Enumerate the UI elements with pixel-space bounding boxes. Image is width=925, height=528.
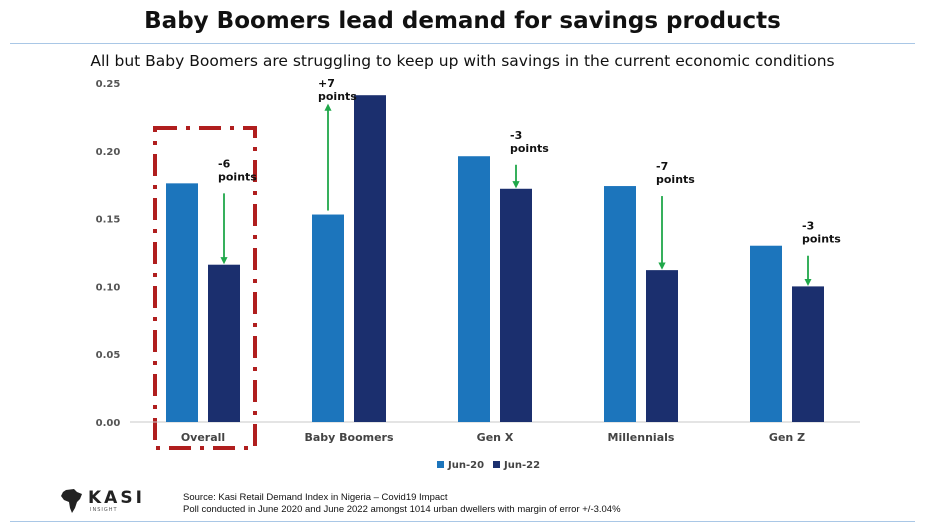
bar-jun-22 [646,270,678,422]
y-tick-label: 0.00 [96,418,121,429]
annotation-unit: points [510,142,549,155]
source-line-1: Source: Kasi Retail Demand Index in Nige… [183,492,448,503]
logo-text: KASI [88,488,145,508]
bar-jun-22 [792,286,824,422]
annotation-change: -3 [510,129,522,142]
annotation-unit: points [802,233,841,246]
y-tick-label: 0.20 [96,147,121,158]
chart-subtitle: All but Baby Boomers are struggling to k… [90,52,835,70]
x-category-label: Gen Z [769,431,805,444]
bar-jun-20 [750,245,782,422]
kasi-logo: KASI INSIGHT [60,488,170,514]
bar-jun-22 [208,264,240,422]
highlight-box [153,126,257,450]
bar-jun-20 [166,183,198,422]
axis-group: 0.00 0.05 0.10 0.15 0.20 0.25 Overall Baby Boom… [96,79,860,444]
legend-group: Jun-20 Jun-22 [437,460,540,471]
highlight-box-group [153,126,257,450]
annotation-change: +7 [318,77,335,90]
legend-swatch [437,461,444,468]
chart-title: Baby Boomers lead demand for savings pro… [144,8,781,34]
bar-jun-20 [604,186,636,422]
logo-subtext: INSIGHT [90,507,118,513]
footer-divider [10,521,915,522]
legend-label: Jun-20 [447,460,484,471]
x-category-label: Millennials [608,431,675,444]
annotation-change: -3 [802,220,814,233]
x-category-label: Baby Boomers [304,431,394,444]
annotation-change: -7 [656,160,668,173]
bars-group [166,95,824,422]
annotation-change: -6 [218,157,231,170]
bar-jun-20 [458,156,490,422]
source-note: Source: Kasi Retail Demand Index in Nige… [183,492,621,516]
x-category-label: Overall [181,431,225,444]
bar-chart: 0.00 0.05 0.10 0.15 0.20 0.25 Overall Baby Boom… [96,77,860,471]
source-line-2: Poll conducted in June 2020 and June 202… [183,504,621,515]
africa-map-icon [61,489,82,513]
bar-jun-22 [500,188,532,422]
annotation-unit: points [218,170,257,183]
legend-swatch [493,461,500,468]
title-divider [10,43,915,44]
y-tick-label: 0.10 [96,282,121,293]
y-tick-label: 0.15 [96,215,121,226]
legend-label: Jun-22 [503,460,540,471]
annotation-unit: points [318,90,357,103]
y-tick-label: 0.05 [96,350,121,361]
annotation-unit: points [656,173,695,186]
bar-jun-20 [312,214,344,422]
y-tick-label: 0.25 [96,79,121,90]
bar-jun-22 [354,95,386,422]
x-category-label: Gen X [477,431,514,444]
